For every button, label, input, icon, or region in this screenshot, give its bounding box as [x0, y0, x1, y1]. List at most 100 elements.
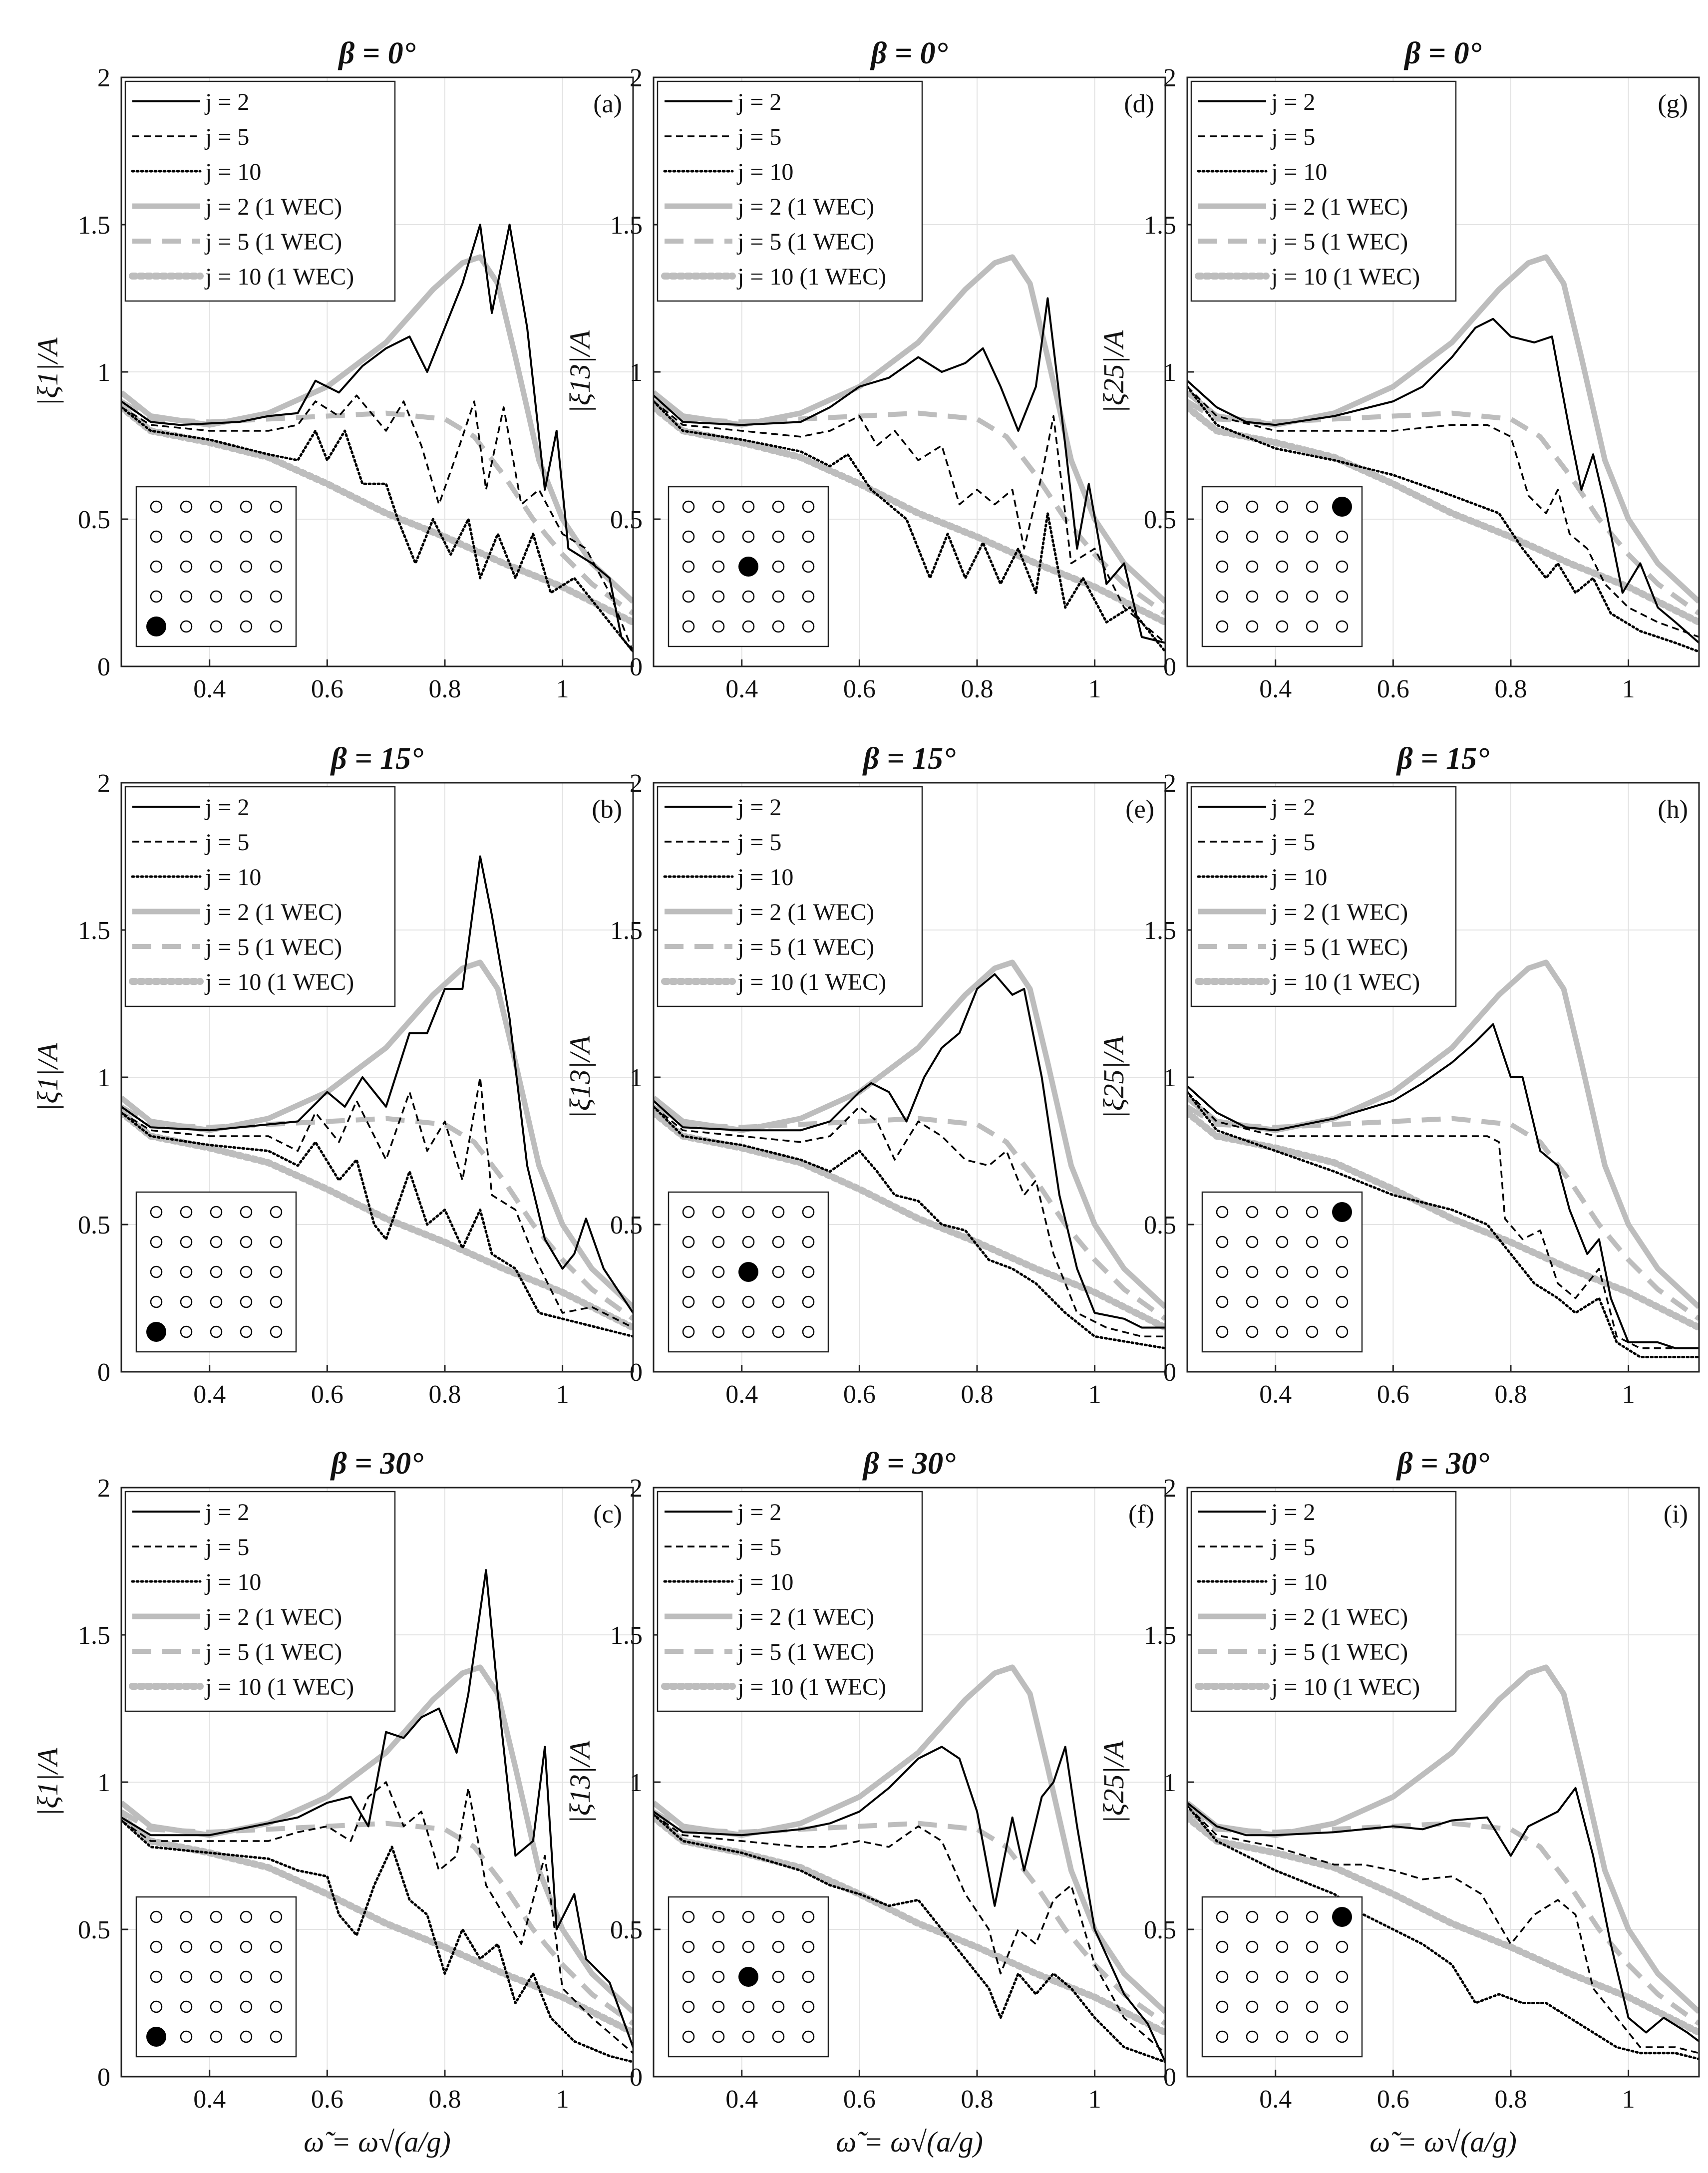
- x-tick-label: 0.6: [843, 1380, 876, 1409]
- x-tick-label: 1: [1622, 1380, 1635, 1409]
- legend-label: j = 10 (1 WEC): [1270, 1674, 1420, 1700]
- wec-dot: [1306, 590, 1319, 603]
- x-tick-label: 0.6: [1377, 2085, 1409, 2114]
- legend-label: j = 5: [1270, 124, 1315, 150]
- wec-dot: [742, 1236, 755, 1248]
- wec-dot: [1276, 1206, 1289, 1219]
- panel-f: 0.4 0.6 0.8 1 0 0.5 1 1.5 2 β = 30° |ξ13|/A ω̃ = ω√…: [564, 1447, 1166, 2158]
- wec-dot: [712, 620, 725, 633]
- wec-dot: [240, 1910, 253, 1923]
- wec-dot: [210, 1910, 223, 1923]
- wec-dot: [682, 620, 695, 633]
- y-axis-label: |ξ13|/A: [564, 330, 596, 413]
- wec-dot: [180, 1295, 193, 1308]
- series-line-j-2-1-wec-: [121, 959, 633, 1309]
- wec-dot: [150, 560, 163, 573]
- wec-dot: [1246, 1940, 1259, 1953]
- x-tick-label: 1: [556, 2085, 569, 2114]
- series-line-j-5-1-wec-: [1187, 399, 1699, 616]
- wec-dot: [1276, 1236, 1289, 1248]
- panel-h: 0.4 0.6 0.8 1 0 0.5 1 1.5 2 β = 15° |ξ25|/A (h) j = …: [1097, 742, 1700, 1409]
- series-group: [121, 1569, 633, 2063]
- wec-dot: [180, 2030, 193, 2043]
- wec-dot: [180, 1910, 193, 1923]
- wec-dot: [270, 1236, 283, 1248]
- y-tick-label: 0.5: [1144, 1211, 1176, 1240]
- wec-dot: [1246, 1295, 1259, 1308]
- wec-dot: [1276, 1940, 1289, 1953]
- wec-dot: [1336, 1940, 1349, 1953]
- wec-highlighted-dot: [146, 617, 166, 636]
- wec-dot: [240, 1295, 253, 1308]
- y-axis-label: |ξ1|/A: [31, 337, 64, 406]
- wec-dot: [1276, 560, 1289, 573]
- x-tick-label: 0.4: [193, 1380, 226, 1409]
- wec-dot: [1246, 560, 1259, 573]
- legend-label: j = 5 (1 WEC): [204, 934, 342, 960]
- series-line-j-5: [1187, 386, 1699, 638]
- legend-label: j = 5 (1 WEC): [204, 1639, 342, 1665]
- x-tick-label: 0.6: [311, 1380, 343, 1409]
- wec-dot: [1306, 530, 1319, 543]
- wec-dot: [180, 1940, 193, 1953]
- y-tick-label: 0: [1163, 1358, 1176, 1387]
- legend-label: j = 5 (1 WEC): [736, 934, 874, 960]
- y-tick-label: 1: [630, 1769, 643, 1797]
- legend-label: j = 2 (1 WEC): [736, 1604, 874, 1630]
- y-tick-label: 2: [1163, 769, 1176, 798]
- panel-a: 0.4 0.6 0.8 1 0 0.5 1 1.5 2 β = 0° |ξ1|/A (a) j = 2 j…: [31, 36, 634, 703]
- y-tick-label: 1.5: [610, 211, 643, 240]
- panel-letter: (c): [593, 1500, 622, 1529]
- wec-dot: [802, 2030, 815, 2043]
- wec-dot: [682, 1325, 695, 1338]
- wec-dot: [802, 590, 815, 603]
- legend-label: j = 5: [1270, 1534, 1315, 1560]
- series-line-j-10-1-wec-: [121, 403, 633, 626]
- wec-dot: [150, 590, 163, 603]
- wec-dot: [772, 1910, 785, 1923]
- y-tick-label: 2: [1163, 64, 1176, 92]
- wec-dot: [150, 530, 163, 543]
- wec-dot: [742, 1940, 755, 1953]
- series-line-j-10: [121, 406, 633, 653]
- legend-label: j = 2 (1 WEC): [1270, 899, 1408, 926]
- legend-label: j = 2 (1 WEC): [736, 194, 874, 220]
- x-tick-label: 0.8: [428, 1380, 461, 1409]
- series-line-j-2-1-wec-: [654, 1664, 1165, 2014]
- wec-dot: [772, 1206, 785, 1219]
- wec-dot: [712, 1970, 725, 1983]
- series-line-j-2-1-wec-: [1187, 1664, 1699, 2014]
- wec-dot: [180, 2000, 193, 2013]
- wec-dot: [802, 1265, 815, 1278]
- y-tick-label: 1.5: [1144, 917, 1176, 945]
- wec-dot: [1246, 2000, 1259, 2013]
- y-tick-label: 0: [97, 2063, 110, 2092]
- wec-dot: [270, 560, 283, 573]
- y-tick-label: 2: [630, 769, 643, 798]
- y-axis-label: |ξ1|/A: [31, 1748, 64, 1817]
- x-axis-label: ω̃ = ω√(a/g): [836, 2126, 983, 2158]
- wec-dot: [270, 500, 283, 513]
- series-line-j-2: [121, 1569, 633, 2048]
- y-tick-label: 0.5: [1144, 1916, 1176, 1944]
- panel-letter: (d): [1124, 90, 1154, 118]
- wec-dot: [712, 1236, 725, 1248]
- wec-dot: [240, 620, 253, 633]
- wec-dot: [270, 1206, 283, 1219]
- y-tick-label: 0: [97, 653, 110, 681]
- wec-dot: [772, 1325, 785, 1338]
- wec-dot: [772, 2000, 785, 2013]
- panel-letter: (f): [1128, 1500, 1154, 1529]
- wec-dot: [1336, 530, 1349, 543]
- wec-dot: [772, 1236, 785, 1248]
- legend-label: j = 2: [204, 794, 249, 821]
- x-tick-label: 1: [1088, 1380, 1101, 1409]
- wec-dot: [210, 1295, 223, 1308]
- panel-letter: (a): [593, 90, 622, 118]
- x-tick-label: 0.4: [1259, 2085, 1292, 2114]
- series-line-j-10: [654, 1813, 1165, 2063]
- wec-dot: [1216, 1970, 1229, 1983]
- wec-dot: [772, 560, 785, 573]
- series-line-j-5: [1187, 1091, 1699, 1349]
- y-axis-label: |ξ25|/A: [1097, 1035, 1130, 1119]
